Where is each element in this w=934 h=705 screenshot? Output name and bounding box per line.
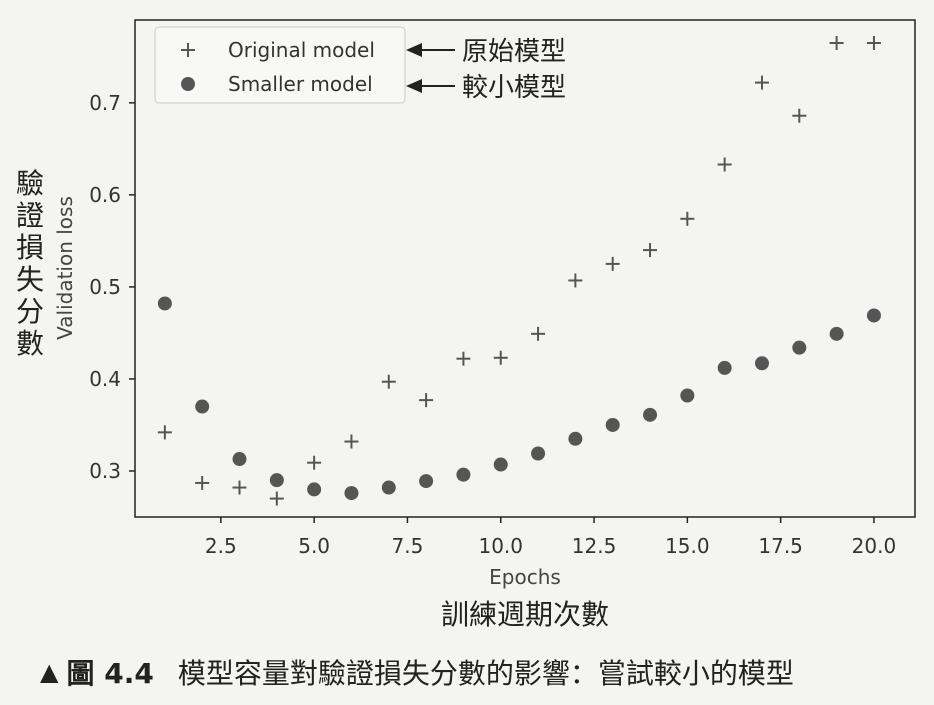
x-tick-label: 7.5	[392, 534, 424, 558]
legend-label-smaller: Smaller model	[228, 72, 373, 96]
x-axis-label: Epochs	[489, 565, 561, 589]
original-model-point	[195, 475, 210, 490]
y-axis-label-annotation: 驗證損失分數	[16, 167, 44, 360]
original-model-point	[568, 273, 583, 288]
smaller-model-point	[307, 482, 322, 497]
original-model-point	[493, 350, 508, 365]
smaller-model-point	[493, 457, 508, 472]
x-tick-label: 10.0	[478, 534, 523, 558]
annotation-original: 原始模型	[406, 37, 566, 67]
original-model-point	[792, 108, 807, 123]
original-model-point	[157, 425, 172, 440]
y-tick-label: 0.7	[89, 91, 121, 115]
smaller-model-point	[680, 388, 695, 403]
y-annotation-char: 失	[16, 263, 44, 296]
smaller-model-point	[344, 486, 359, 501]
caption-figure-number: 圖 4.4	[66, 657, 154, 690]
original-model-point	[531, 326, 546, 341]
annotation-original-text: 原始模型	[462, 37, 566, 67]
smaller-model-point	[643, 407, 658, 422]
smaller-model-point	[232, 452, 247, 467]
y-annotation-char: 驗	[16, 167, 44, 200]
y-axis-label: Validation loss	[53, 196, 77, 340]
y-tick-label: 0.6	[89, 183, 121, 207]
legend-label-original: Original model	[228, 38, 375, 62]
original-model-point	[829, 36, 844, 51]
y-annotation-char: 分	[16, 295, 44, 328]
original-model-point	[381, 374, 396, 389]
smaller-model-point	[717, 360, 732, 375]
y-annotation-char: 證	[16, 199, 44, 232]
x-tick-label: 17.5	[758, 534, 803, 558]
original-model-point	[866, 36, 881, 51]
smaller-model-point	[157, 296, 172, 311]
legend-marker-smaller	[181, 77, 195, 91]
original-model-point	[754, 75, 769, 90]
original-model-point	[232, 480, 247, 495]
original-model-point	[717, 157, 732, 172]
smaller-model-point	[195, 399, 210, 414]
smaller-model-point	[792, 340, 807, 355]
x-axis-label-annotation: 訓練週期次數	[441, 598, 609, 631]
original-model-point	[344, 434, 359, 449]
y-tick-label: 0.3	[89, 459, 121, 483]
annotation-smaller: 較小模型	[406, 73, 566, 103]
plot-frame	[134, 19, 916, 518]
caption-triangle-icon: ▲	[40, 658, 59, 686]
caption-text: 模型容量對驗證損失分數的影響：嘗試較小的模型	[177, 657, 794, 690]
smaller-model-point	[381, 480, 396, 495]
x-axis-ticks: 2.5 5.0 7.5 10.0 12.5 15.0 17.5 20.0	[205, 517, 896, 558]
annotation-smaller-text: 較小模型	[462, 73, 566, 103]
original-model-point	[643, 243, 658, 258]
original-model-point	[307, 455, 322, 470]
original-model-point	[269, 491, 284, 506]
smaller-model-point	[829, 326, 844, 341]
smaller-model-point	[605, 417, 620, 432]
smaller-model-point	[456, 467, 471, 482]
x-tick-label: 2.5	[205, 534, 237, 558]
x-tick-label: 15.0	[665, 534, 710, 558]
series-layer	[157, 36, 881, 506]
original-model-point	[605, 256, 620, 271]
figure-caption: ▲ 圖 4.4 模型容量對驗證損失分數的影響：嘗試較小的模型	[40, 652, 794, 692]
smaller-model-point	[531, 446, 546, 461]
legend: Original model Smaller model	[154, 26, 406, 104]
x-tick-label: 5.0	[298, 534, 330, 558]
smaller-model-point	[269, 473, 284, 488]
original-model-point	[456, 351, 471, 366]
smaller-model-point	[568, 431, 583, 446]
original-model-point	[419, 393, 434, 408]
x-tick-label: 12.5	[572, 534, 617, 558]
legend-marker-original	[181, 43, 195, 57]
smaller-model-point	[754, 356, 769, 371]
y-tick-label: 0.4	[89, 367, 121, 391]
chart: 2.5 5.0 7.5 10.0 12.5 15.0 17.5 20.0 0.30.40.50…	[16, 19, 916, 631]
smaller-model-point	[419, 474, 434, 489]
smaller-model-point	[866, 308, 881, 323]
y-annotation-char: 損	[16, 231, 44, 264]
original-model-point	[680, 211, 695, 226]
y-tick-label: 0.5	[89, 275, 121, 299]
legend-box	[154, 26, 406, 104]
y-axis-ticks: 0.3 0.4 0.5 0.6 0.7	[89, 91, 135, 483]
y-annotation-char: 數	[16, 327, 44, 360]
x-tick-label: 20.0	[852, 534, 897, 558]
